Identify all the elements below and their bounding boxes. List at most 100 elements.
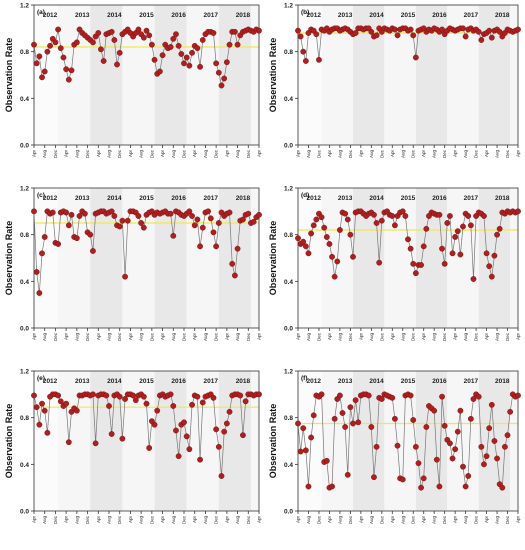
data-point	[36, 421, 43, 428]
x-tick-label: Dec	[149, 149, 154, 158]
data-point	[256, 211, 262, 218]
data-point	[132, 397, 139, 404]
data-point	[87, 231, 94, 238]
x-tick-label: Apr	[327, 516, 332, 524]
data-point	[488, 273, 495, 280]
year-band-lead	[34, 5, 59, 145]
data-point	[65, 222, 72, 229]
data-point	[213, 426, 220, 433]
data-point	[65, 439, 72, 446]
data-point	[218, 82, 225, 89]
data-point	[373, 32, 380, 39]
x-tick-label: Aug	[495, 150, 500, 159]
data-point	[92, 440, 99, 447]
data-point	[449, 250, 456, 257]
data-point	[486, 425, 493, 432]
data-point	[462, 483, 469, 490]
data-point	[122, 273, 128, 280]
year-label: 2016	[432, 378, 447, 385]
data-point	[470, 276, 477, 282]
year-band-2015	[154, 5, 187, 145]
data-point	[194, 45, 201, 52]
data-point	[148, 41, 155, 48]
data-point	[436, 211, 443, 218]
x-tick-label: Apr	[224, 150, 229, 158]
data-point	[313, 216, 320, 223]
data-point	[457, 251, 464, 258]
data-point	[378, 217, 385, 224]
data-point	[347, 231, 354, 238]
data-point	[392, 415, 398, 422]
data-point	[215, 443, 222, 450]
x-tick-label: Dec	[53, 149, 58, 158]
year-band-2018	[510, 5, 518, 145]
data-point	[412, 443, 419, 450]
plot-frame	[33, 187, 260, 329]
data-point	[159, 52, 166, 59]
x-tick-label: Dec	[442, 332, 447, 341]
x-tick-label: Dec	[182, 149, 187, 158]
x-tick-label: Apr	[358, 333, 363, 341]
panel-label: (f)	[301, 375, 308, 382]
y-tick-label: 1.2	[20, 186, 29, 193]
data-point	[494, 455, 500, 462]
x-tick-label: Dec	[53, 515, 58, 524]
year-label: 2018	[236, 195, 251, 202]
data-point	[122, 396, 128, 402]
panel-label: (d)	[301, 192, 309, 199]
y-tick-label: 0.0	[20, 326, 29, 333]
data-point	[504, 432, 511, 439]
chart-panel-3: 0.0 0.4 0.8 1.2 Observation Rate Apr Aug Dec Apr…	[4, 186, 262, 341]
data-point	[313, 31, 320, 38]
x-tick-label: Dec	[316, 332, 321, 341]
data-point	[156, 68, 163, 75]
y-tick-label: 0.0	[20, 509, 29, 516]
year-label: 2013	[75, 195, 90, 202]
year-band-2012	[321, 371, 353, 511]
year-label: 2013	[338, 195, 353, 202]
data-point	[226, 41, 233, 48]
data-point	[146, 32, 153, 39]
data-point	[170, 232, 177, 239]
data-point	[223, 420, 230, 427]
data-point	[392, 26, 398, 33]
data-point	[55, 392, 62, 399]
year-label: 2013	[75, 12, 90, 19]
data-point	[90, 39, 96, 46]
data-point	[68, 67, 75, 74]
y-tick-label: 0.8	[284, 49, 293, 56]
data-point	[194, 393, 201, 400]
y-axis-label: Observation Rate	[4, 38, 14, 113]
x-tick-label: Apr	[453, 150, 458, 158]
data-point	[73, 39, 80, 46]
data-point	[326, 241, 333, 247]
x-tick-label: Aug	[235, 150, 240, 159]
data-point	[245, 210, 252, 217]
year-band-2014	[122, 5, 155, 145]
data-point	[189, 49, 195, 56]
x-tick-label: Aug	[42, 150, 47, 159]
data-point	[420, 475, 427, 482]
data-point	[221, 75, 228, 82]
x-tick-label: Apr	[327, 333, 332, 341]
year-label: 2018	[236, 378, 251, 385]
data-point	[167, 44, 174, 50]
year-label: 2015	[139, 12, 154, 19]
data-point	[423, 424, 430, 430]
data-point	[368, 28, 375, 35]
data-point	[44, 48, 51, 55]
data-point	[111, 213, 118, 219]
data-point	[308, 434, 314, 441]
data-point	[221, 428, 228, 435]
x-tick-label: Apr	[224, 333, 229, 341]
year-band-2014	[384, 5, 416, 145]
data-point	[111, 37, 118, 43]
data-point	[371, 211, 377, 218]
year-label: 2017	[464, 12, 479, 19]
data-point	[226, 209, 233, 216]
x-tick-label: Aug	[463, 516, 468, 525]
data-point	[237, 392, 244, 399]
data-point	[507, 408, 514, 415]
x-tick-label: Dec	[411, 332, 416, 341]
x-tick-label: Dec	[117, 332, 122, 341]
